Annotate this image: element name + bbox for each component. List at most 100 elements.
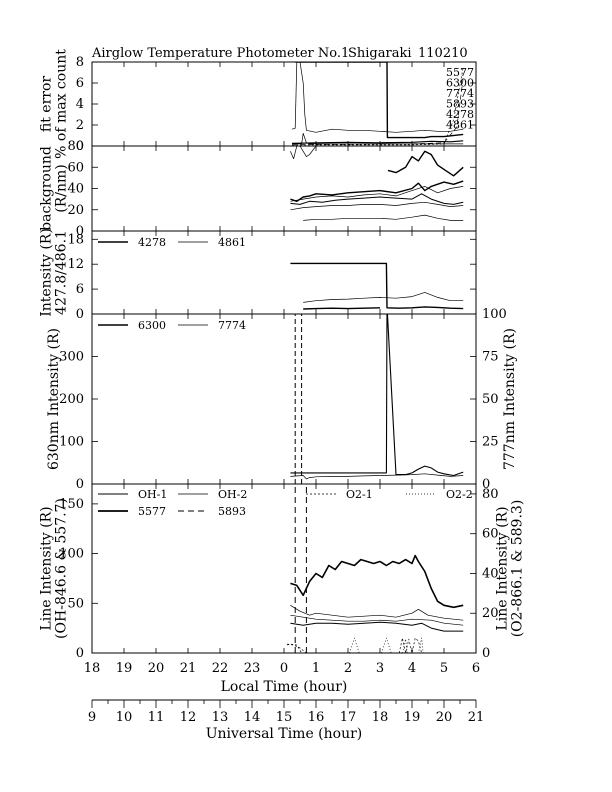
y-tick-label: 150 <box>59 497 84 512</box>
figure-title-date: 110210 <box>418 46 468 61</box>
legend-label: 5893 <box>218 505 246 518</box>
y-tick-label: 0 <box>76 139 84 154</box>
y-right-tick-label: 80 <box>482 487 499 502</box>
local-time-tick-label: 21 <box>180 661 197 676</box>
series-line-4278 <box>290 262 464 310</box>
panel-frame <box>91 313 477 485</box>
panel-intensity_4278_4861: 0 6 12 18 Intensity (R) 427.8/486.1 4278 4861 <box>39 228 477 322</box>
y-tick-label: 100 <box>59 547 84 562</box>
legend-label: O2-2 <box>446 488 473 501</box>
utc-tick-label: 14 <box>244 710 261 725</box>
series-line-O2-1 <box>398 637 422 653</box>
utc-tick-label: 20 <box>436 710 453 725</box>
legend-label: O2-1 <box>346 488 373 501</box>
y-axis-label: background <box>39 146 55 231</box>
local-time-tick-label: 20 <box>148 661 165 676</box>
y-axis-label: 427.8/486.1 <box>54 230 70 315</box>
series-group <box>290 146 464 221</box>
panel-background: 0 20 40 60 80 background (R/nm) <box>39 139 477 239</box>
utc-tick-label: 21 <box>468 710 485 725</box>
series-line-4861 <box>303 292 464 303</box>
local-time-axis-label: Local Time (hour) <box>221 679 348 695</box>
utc-tick-label: 10 <box>116 710 133 725</box>
y-axis-label-right: Line Intensity (R) <box>495 506 511 630</box>
utc-tick-label: 19 <box>404 710 421 725</box>
series-group <box>290 314 464 484</box>
y-tick-label: 4 <box>76 97 84 112</box>
y-tick-label: 6 <box>76 282 84 297</box>
legend-label: 5893 <box>446 98 474 111</box>
series-line <box>290 180 464 203</box>
y-right-tick-label: 40 <box>482 566 499 581</box>
series-group <box>287 484 464 653</box>
utc-tick-label: 13 <box>212 710 229 725</box>
y-tick-label: 0 <box>76 477 84 492</box>
series-line-OH-1 <box>290 614 464 626</box>
y-axis-label: Intensity (R) <box>39 228 55 317</box>
y-tick-label: 20 <box>67 203 84 218</box>
series-line-7774 <box>290 473 464 480</box>
y-tick-label: 100 <box>59 435 84 450</box>
series-line-OH-1 <box>290 621 464 632</box>
utc-tick-label: 18 <box>372 710 389 725</box>
y-tick-label: 0 <box>76 224 84 239</box>
series-line-O2-1 <box>287 643 313 653</box>
legend-label: 7774 <box>218 319 246 332</box>
series-line-5577 <box>290 554 464 609</box>
series-line <box>387 150 464 177</box>
utc-tick-label: 16 <box>308 710 325 725</box>
series-line-O2-2 <box>381 637 392 653</box>
y-right-tick-label: 75 <box>482 350 499 365</box>
y-right-tick-label: 0 <box>482 477 490 492</box>
series-line-6300 <box>290 314 464 477</box>
series-group <box>291 62 464 146</box>
y-tick-label: 6 <box>76 76 84 91</box>
local-time-tick-label: 4 <box>408 661 416 676</box>
utc-tick-label: 11 <box>148 710 165 725</box>
y-tick-label: 60 <box>67 160 84 175</box>
y-axis-label: Line Intensity (R) <box>39 506 55 630</box>
series-line-O2-1 <box>287 643 302 653</box>
y-axis-label-right: 777nm Intensity (R) <box>502 328 518 470</box>
series-line-4278 <box>292 67 464 146</box>
y-right-tick-label: 20 <box>482 606 499 621</box>
legend-label: 4861 <box>218 236 246 249</box>
series-line <box>290 201 464 211</box>
series-group <box>290 262 464 310</box>
legend-label: 7774 <box>446 87 474 100</box>
legend-label: 5577 <box>446 66 474 79</box>
series-line <box>290 186 464 202</box>
y-right-tick-label: 25 <box>482 435 499 450</box>
y-axis-label: (OH-846.6 & 557.7) <box>54 498 70 639</box>
y-right-tick-label: 50 <box>482 392 499 407</box>
y-axis-label: % of max count <box>54 49 70 159</box>
series-line-7774 <box>292 133 464 145</box>
utc-tick-label: 12 <box>180 710 197 725</box>
y-tick-label: 8 <box>76 55 84 70</box>
local-time-tick-label: 2 <box>344 661 352 676</box>
y-axis-label: (R/nm) <box>54 164 70 212</box>
legend-label: 4278 <box>446 108 474 121</box>
legend-label: 5577 <box>138 505 166 518</box>
y-right-tick-label: 100 <box>482 307 507 322</box>
y-tick-label: 40 <box>67 182 84 197</box>
series-line-5577 <box>291 140 464 144</box>
local-time-tick-label: 0 <box>280 661 288 676</box>
local-time-tick-label: 23 <box>244 661 261 676</box>
legend-label: 6300 <box>446 77 474 90</box>
local-time-tick-label: 18 <box>84 661 101 676</box>
utc-tick-label: 15 <box>276 710 293 725</box>
utc-axis-label: Universal Time (hour) <box>206 726 363 742</box>
figure-title-site: Shigaraki <box>348 46 412 61</box>
y-axis-label: fit error <box>39 76 55 133</box>
legend-label: OH-2 <box>218 488 247 501</box>
figure-title-instrument: Airglow Temperature Photometer No.1 <box>91 46 349 61</box>
y-right-tick-label: 0 <box>482 646 490 661</box>
local-time-tick-label: 22 <box>212 661 229 676</box>
local-time-tick-label: 1 <box>312 661 320 676</box>
series-line-4278 <box>303 307 381 310</box>
